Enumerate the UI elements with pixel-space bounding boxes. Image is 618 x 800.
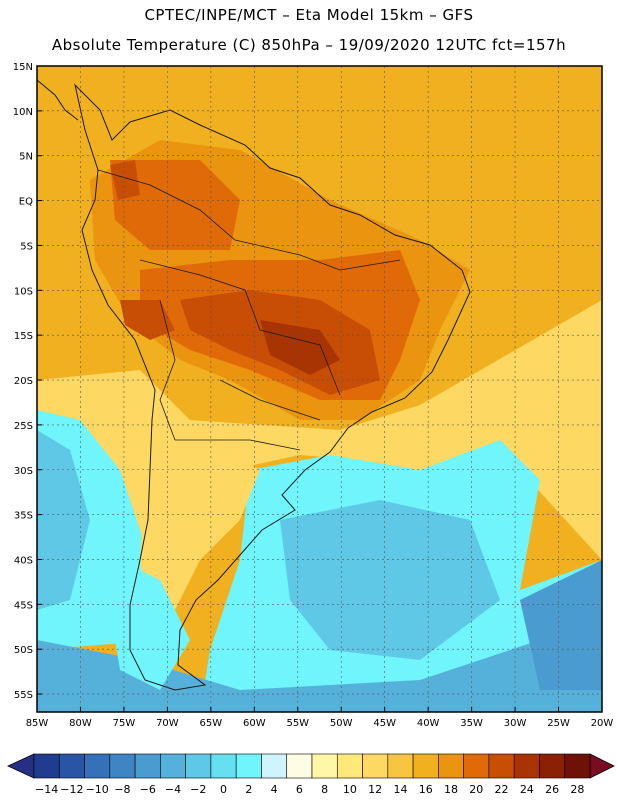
colorbar-swatch (438, 753, 464, 779)
lat-label: 5S (20, 241, 33, 252)
colorbar-tick-label: 6 (296, 783, 303, 796)
lat-label: 25S (14, 421, 33, 432)
colorbar-swatch (160, 753, 186, 779)
colorbar-swatch (387, 753, 414, 779)
colorbar-swatch (235, 753, 262, 779)
colorbar-tick-label: −4 (165, 783, 181, 796)
field-cold-south (37, 600, 602, 712)
colorbar-swatch (362, 753, 389, 779)
colorbar-tick-label: 2 (245, 783, 252, 796)
lon-label: 85W (26, 718, 49, 729)
lat-label: 5N (19, 152, 33, 163)
title-line-1: CPTEC/INPE/MCT – Eta Model 15km – GFS (144, 6, 474, 24)
colorbar (7, 753, 615, 779)
colorbar-tick-label: 20 (469, 783, 483, 796)
field-core (260, 320, 340, 375)
colorbar-tick-label: −14 (35, 783, 58, 796)
colorbar-swatch (564, 753, 591, 779)
lat-label: 15N (13, 62, 33, 73)
field-colombia-hot (110, 160, 140, 200)
colorbar-tick-label: 16 (419, 783, 433, 796)
colorbar-swatch (134, 753, 161, 779)
lon-label: 20W (591, 718, 614, 729)
lon-label: 30W (504, 718, 527, 729)
colorbar-tick-label: 10 (343, 783, 357, 796)
field-cold-atlantic (280, 500, 500, 660)
lon-label: 45W (373, 718, 396, 729)
colorbar-swatch (286, 753, 313, 779)
lon-label: 80W (69, 718, 92, 729)
field-patagonia (110, 560, 190, 690)
temperature-field (37, 66, 602, 712)
lon-label: 25W (547, 718, 570, 729)
colorbar-swatch (210, 753, 237, 779)
colorbar-swatch (58, 753, 85, 779)
lon-label: 40W (417, 718, 440, 729)
colorbar-tick-label: 24 (520, 783, 534, 796)
longitude-labels: 85W 80W 75W 70W 65W 60W 55W 50W 45W 40W 35W 30W 25W 2… (26, 707, 614, 729)
lat-label: 55S (14, 690, 33, 701)
field-land-south (140, 440, 260, 640)
lat-label: 35S (14, 511, 33, 522)
colorbar-swatch (261, 753, 288, 779)
colorbar-tick-label: −6 (140, 783, 156, 796)
map-frame (36, 65, 603, 713)
colorbar-swatch (84, 753, 111, 779)
lon-label: 35W (460, 718, 483, 729)
colorbar-swatch (488, 753, 515, 779)
colorbar-tick-label: −2 (190, 783, 206, 796)
colorbar-tick-label: 8 (321, 783, 328, 796)
colorbar-swatch (463, 753, 490, 779)
colorbar-tick-label: 14 (393, 783, 407, 796)
colorbar-tick-label: 4 (271, 783, 278, 796)
lat-label: 15S (14, 331, 33, 342)
colorbar-under-arrow (7, 753, 35, 779)
lat-label: EQ (19, 197, 33, 208)
colorbar-tick-label: 12 (368, 783, 382, 796)
title-line-2: Absolute Temperature (C) 850hPa – 19/09/… (51, 36, 567, 54)
colorbar-tick-label: −12 (60, 783, 83, 796)
latitude-labels: 15N 10N 5N EQ 5S 10S 15S 20S 25S 30S 35S 40S 45S 50S 5… (13, 62, 42, 701)
colorbar-swatch (539, 753, 566, 779)
lat-label: 20S (14, 376, 33, 387)
colorbar-tick-label: 22 (495, 783, 509, 796)
lon-label: 75W (113, 718, 136, 729)
colorbar-swatch (109, 753, 136, 779)
colorbar-swatch (412, 753, 439, 779)
colorbar-tick-label: 18 (444, 783, 458, 796)
colorbar-over-arrow (589, 753, 615, 779)
lat-label: 40S (14, 555, 33, 566)
lon-label: 65W (200, 718, 223, 729)
lat-label: 50S (14, 645, 33, 656)
central-america-coast (37, 79, 79, 121)
colorbar-swatch (336, 753, 363, 779)
lat-label: 45S (14, 600, 33, 611)
colorbar-tick-label: 0 (220, 783, 227, 796)
lat-label: 10S (14, 286, 33, 297)
lon-label: 50W (330, 718, 353, 729)
lat-label: 30S (14, 466, 33, 477)
field-andes-hot (120, 300, 175, 340)
colorbar-tick-labels: −14 −12 −10 −8 −6 −4 −2 0 2 4 6 8 10 12 14 16 18 20 22 24 26… (35, 783, 584, 796)
colorbar-swatch (513, 753, 540, 779)
colorbar-tick-label: −10 (86, 783, 109, 796)
lat-label: 10N (13, 107, 33, 118)
coastline (74, 83, 471, 691)
field-coldest (520, 560, 602, 690)
colorbar-tick-label: 28 (570, 783, 584, 796)
field-cold-pacific (37, 430, 90, 610)
lon-label: 70W (156, 718, 179, 729)
lon-label: 60W (243, 718, 266, 729)
colorbar-tick-label: 26 (545, 783, 559, 796)
colorbar-tick-label: −8 (114, 783, 130, 796)
colorbar-swatch (311, 753, 338, 779)
lon-label: 55W (286, 718, 309, 729)
colorbar-swatch (185, 753, 212, 779)
colorbar-swatch (33, 753, 60, 779)
